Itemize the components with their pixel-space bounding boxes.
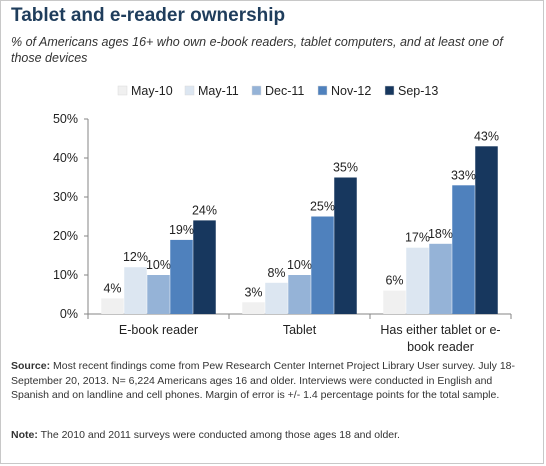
bar <box>475 146 498 314</box>
data-label: 25% <box>310 200 335 214</box>
bar <box>147 275 170 314</box>
data-label: 17% <box>405 231 430 245</box>
source-text: Most recent findings come from Pew Resea… <box>11 360 516 401</box>
x-category-label-line: book reader <box>407 340 474 354</box>
x-category-label-line: Tablet <box>283 323 317 337</box>
legend-swatch <box>117 85 128 96</box>
x-category-label-line: Has either tablet or e- <box>380 323 500 337</box>
y-tick-label: 10% <box>53 268 78 282</box>
y-tick-label: 20% <box>53 229 78 243</box>
data-label: 6% <box>385 274 403 288</box>
legend-swatch <box>184 85 195 96</box>
bar <box>242 302 265 314</box>
note-text: The 2010 and 2011 surveys were conducted… <box>40 429 400 441</box>
bar <box>124 267 147 314</box>
x-category-label: Has either tablet or e-book reader <box>380 323 500 354</box>
bar <box>170 239 193 314</box>
data-label: 4% <box>103 281 121 295</box>
footnote: Note: The 2010 and 2011 surveys were con… <box>11 428 533 442</box>
bar <box>383 290 406 314</box>
legend-swatch <box>251 85 262 96</box>
data-label: 3% <box>244 285 262 299</box>
bar <box>311 216 334 314</box>
bar-chart: May-10 May-11 Dec-11 Nov-12 Sep-13 0% 10% 20% 30… <box>53 84 512 354</box>
legend-label: May-11 <box>198 84 239 98</box>
data-label: 19% <box>169 223 194 237</box>
data-label: 24% <box>192 203 217 217</box>
bar <box>406 247 429 314</box>
bar <box>101 298 124 314</box>
data-label: 10% <box>287 258 312 272</box>
data-label: 10% <box>146 258 171 272</box>
source-note: Source: Most recent findings come from P… <box>11 359 533 403</box>
source-label: Source: <box>11 360 51 372</box>
x-category-label: E-book reader <box>119 323 198 337</box>
legend-swatch <box>384 85 395 96</box>
bar <box>452 185 475 314</box>
bar <box>429 243 452 314</box>
x-category-label-line: E-book reader <box>119 323 198 337</box>
y-tick-label: 40% <box>53 151 78 165</box>
legend-label: May-10 <box>131 84 173 98</box>
data-label: 43% <box>474 129 499 143</box>
bar <box>265 282 288 314</box>
data-label: 18% <box>428 227 453 241</box>
data-label: 12% <box>123 250 148 264</box>
data-label: 8% <box>267 266 285 280</box>
data-label: 33% <box>451 168 476 182</box>
y-tick-label: 0% <box>60 307 78 321</box>
data-label: 35% <box>333 161 358 175</box>
bar <box>334 177 357 314</box>
bar <box>288 275 311 314</box>
chart-title: Tablet and e-reader ownership <box>11 5 286 26</box>
legend-label: Sep-13 <box>398 84 438 98</box>
x-category-label: Tablet <box>283 323 317 337</box>
note-label: Note: <box>11 429 38 441</box>
chart-subtitle: % of Americans ages 16+ who own e-book r… <box>11 35 503 65</box>
legend-swatch <box>317 85 328 96</box>
legend-label: Dec-11 <box>265 84 304 98</box>
legend-label: Nov-12 <box>331 84 371 98</box>
y-tick-label: 30% <box>53 190 78 204</box>
y-tick-label: 50% <box>53 112 78 126</box>
bar <box>193 220 216 314</box>
